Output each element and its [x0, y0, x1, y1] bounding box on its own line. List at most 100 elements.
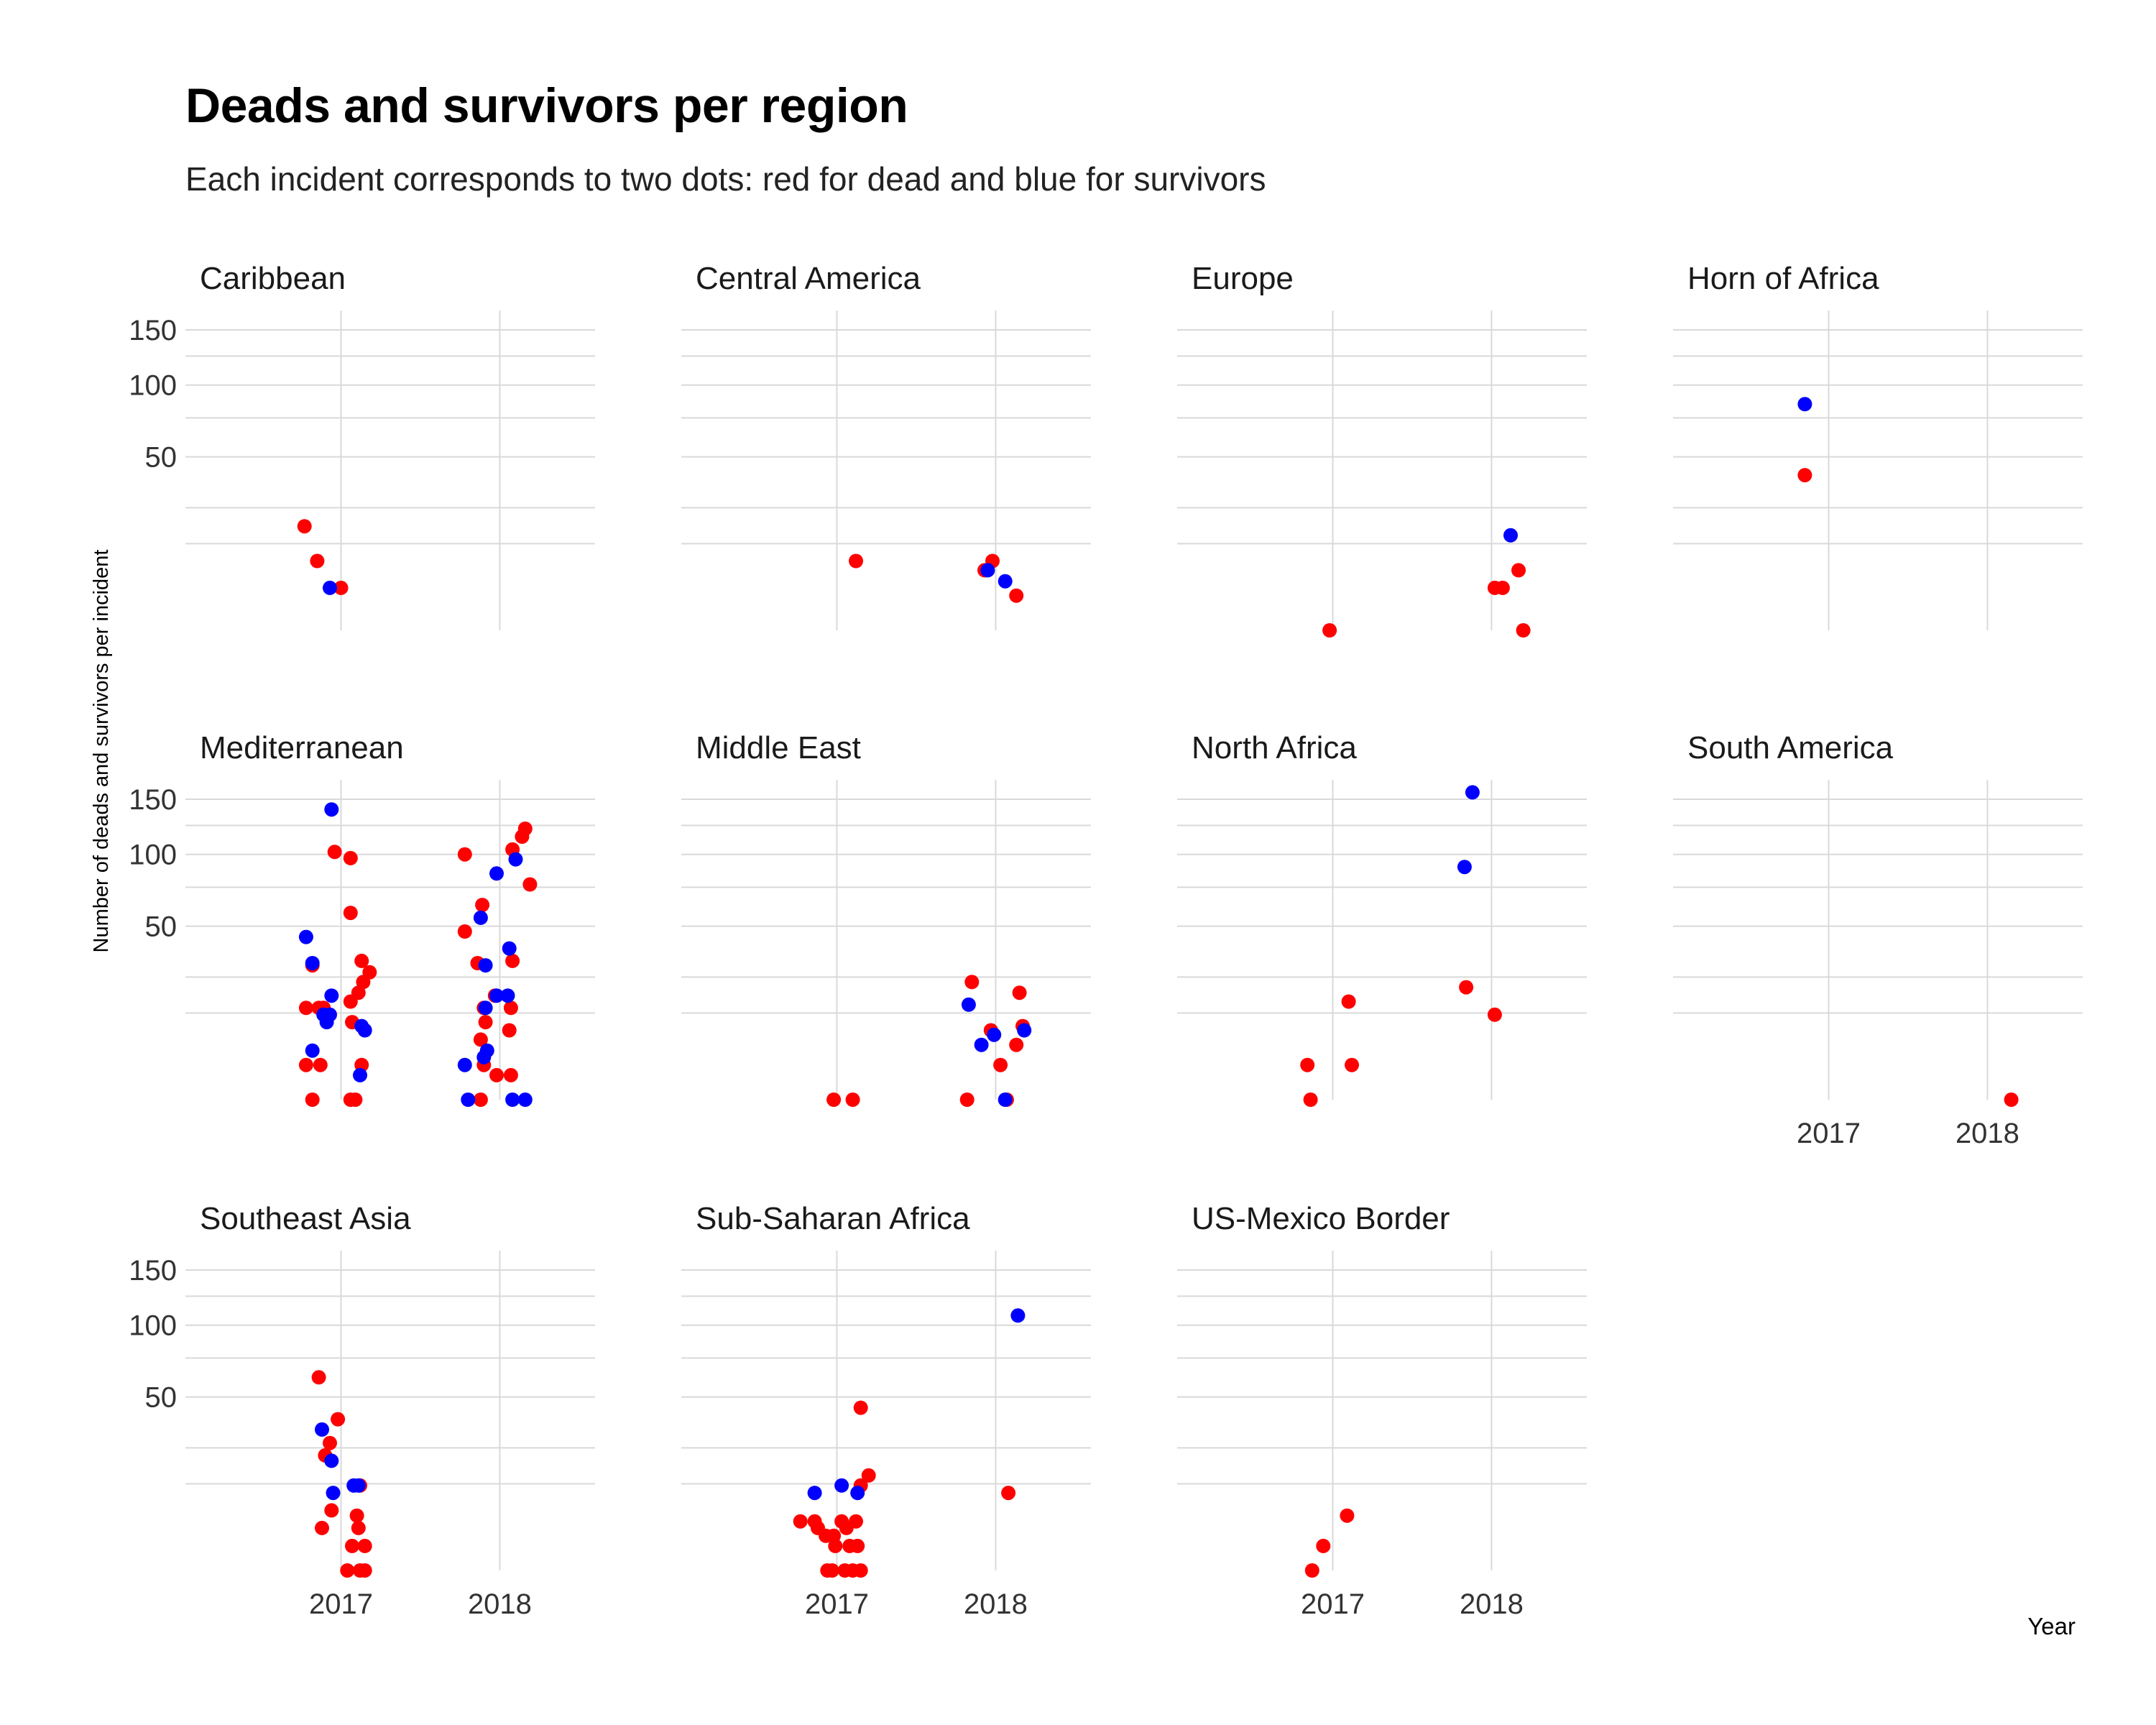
point-survivors [517, 1092, 533, 1107]
panel-europe: Europe [1177, 261, 1587, 638]
point-dead [310, 553, 325, 569]
point-dead [298, 1057, 313, 1072]
point-dead [1316, 1538, 1331, 1553]
point-dead [357, 1563, 372, 1578]
point-dead [503, 1000, 518, 1016]
point-dead [861, 1468, 876, 1483]
point-survivors [980, 563, 995, 578]
y-tick-label: 150 [129, 315, 177, 346]
point-survivors [357, 1023, 372, 1038]
point-survivors [489, 866, 504, 881]
x-axis-label: Year [2027, 1613, 2076, 1639]
x-tick-label: 2018 [1955, 1118, 2019, 1149]
panels-group: Caribbean 50 100 150 Central America Europe Ho… [129, 261, 2083, 1620]
point-survivors [478, 1000, 493, 1016]
point-dead [2004, 1092, 2019, 1107]
point-dead [343, 906, 358, 921]
x-tick-label: 2017 [309, 1588, 373, 1620]
point-dead [502, 1023, 517, 1038]
y-tick-label: 150 [129, 784, 177, 816]
point-dead [1487, 1007, 1502, 1022]
point-dead [348, 1092, 363, 1107]
point-dead [478, 1015, 493, 1030]
point-survivors [834, 1478, 849, 1493]
point-survivors [473, 910, 488, 925]
point-dead [1304, 1563, 1319, 1578]
panel-us-mexico-border: US-Mexico Border 2017 2018 [1177, 1201, 1587, 1620]
panel-title: US-Mexico Border [1192, 1201, 1450, 1236]
y-tick-label: 50 [145, 911, 178, 943]
point-dead [1300, 1057, 1315, 1072]
point-dead [343, 850, 358, 865]
point-dead [351, 1520, 366, 1535]
point-survivors [505, 1092, 520, 1107]
point-dead [1797, 468, 1812, 483]
point-dead [1009, 1037, 1024, 1052]
y-tick-label: 50 [145, 442, 178, 474]
point-dead [1516, 623, 1531, 638]
panel-mediterranean: Mediterranean 50 100 150 [129, 730, 595, 1107]
point-survivors [323, 580, 337, 595]
point-survivors [1465, 785, 1480, 800]
point-dead [357, 1538, 372, 1553]
point-dead [457, 847, 472, 862]
point-dead [964, 975, 980, 990]
point-dead [1511, 563, 1526, 578]
chart-subtitle: Each incident corresponds to two dots: r… [185, 160, 1266, 198]
point-dead [826, 1092, 842, 1107]
point-dead [475, 898, 490, 913]
panel-title: Sub-Saharan Africa [696, 1201, 970, 1236]
panel-title: Middle East [696, 730, 861, 765]
panel-title: Caribbean [200, 261, 346, 296]
point-dead [828, 1538, 843, 1553]
point-dead [1012, 985, 1027, 1000]
point-survivors [351, 1478, 366, 1493]
point-dead [349, 1508, 364, 1523]
point-dead [331, 1412, 346, 1427]
y-tick-label: 100 [129, 1310, 177, 1342]
point-survivors [457, 1057, 472, 1072]
point-survivors [502, 941, 517, 956]
point-dead [824, 1563, 839, 1578]
point-survivors [324, 1453, 339, 1468]
point-dead [305, 1092, 320, 1107]
point-dead [849, 553, 863, 569]
point-dead [356, 975, 371, 990]
point-survivors [1457, 860, 1472, 875]
point-dead [327, 845, 342, 860]
point-dead [324, 1503, 339, 1518]
y-tick-label: 100 [129, 370, 177, 402]
point-survivors [850, 1486, 865, 1501]
point-dead [345, 1538, 359, 1553]
point-survivors [987, 1027, 1002, 1042]
point-survivors [508, 852, 523, 867]
x-tick-label: 2018 [964, 1588, 1028, 1620]
panel-north-africa: North Africa [1177, 730, 1587, 1107]
point-survivors [305, 1043, 320, 1058]
point-survivors [326, 1486, 341, 1501]
point-survivors [489, 988, 504, 1003]
panel-central-america: Central America [681, 261, 1091, 630]
panel-title: Southeast Asia [200, 1201, 411, 1236]
point-survivors [461, 1092, 476, 1107]
point-survivors [961, 997, 976, 1012]
point-dead [849, 1514, 863, 1529]
x-tick-label: 2017 [1301, 1588, 1365, 1620]
point-dead [354, 953, 369, 968]
point-dead [457, 924, 472, 939]
y-tick-label: 100 [129, 840, 177, 871]
point-dead [1303, 1092, 1318, 1107]
panel-caribbean: Caribbean 50 100 150 [129, 261, 595, 630]
point-survivors [807, 1486, 822, 1501]
point-survivors [974, 1037, 989, 1052]
point-dead [489, 1067, 504, 1082]
point-dead [1340, 1508, 1355, 1523]
point-survivors [353, 1067, 367, 1082]
point-survivors [1017, 1023, 1032, 1038]
point-dead [853, 1400, 868, 1415]
panel-southeast-asia: Southeast Asia 50 100 150 2017 2018 [129, 1201, 595, 1620]
point-survivors [315, 1422, 329, 1437]
point-dead [340, 1563, 355, 1578]
point-dead [1345, 1057, 1359, 1072]
